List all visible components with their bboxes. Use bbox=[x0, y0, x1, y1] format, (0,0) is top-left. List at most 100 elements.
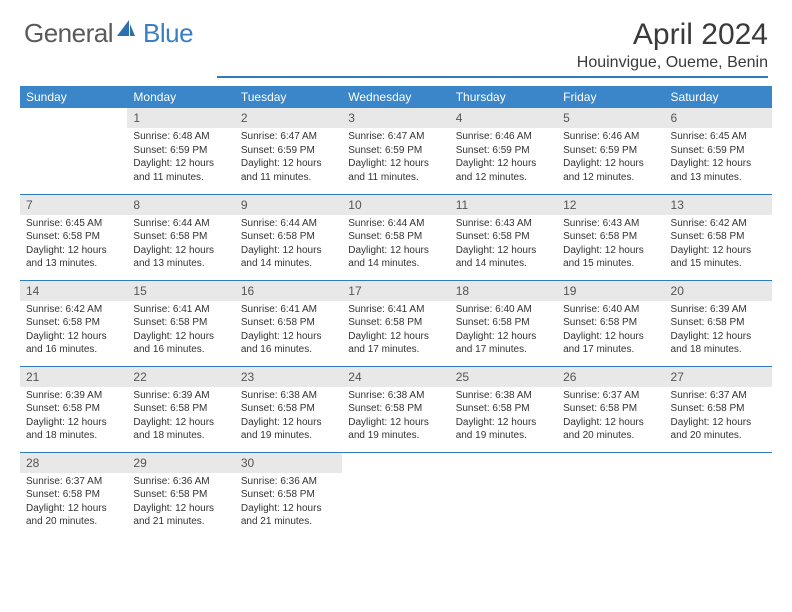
sunset-label: Sunset: bbox=[348, 317, 385, 328]
sunrise-label: Sunrise: bbox=[348, 390, 387, 401]
sunrise-value: 6:43 AM bbox=[495, 218, 532, 229]
day-number: 21 bbox=[20, 367, 127, 387]
sunset-value: 6:58 PM bbox=[170, 489, 207, 500]
sunset-label: Sunset: bbox=[26, 231, 63, 242]
daylight-label: Daylight: bbox=[241, 245, 283, 256]
calendar-day-cell: 20Sunrise: 6:39 AMSunset: 6:58 PMDayligh… bbox=[665, 280, 772, 366]
sunset-label: Sunset: bbox=[133, 231, 170, 242]
sunrise-label: Sunrise: bbox=[241, 390, 280, 401]
sunrise-value: 6:44 AM bbox=[388, 218, 425, 229]
sunrise-label: Sunrise: bbox=[563, 131, 602, 142]
sunset-label: Sunset: bbox=[241, 403, 278, 414]
sunrise-value: 6:36 AM bbox=[173, 476, 210, 487]
sunset-label: Sunset: bbox=[241, 145, 278, 156]
sunrise-label: Sunrise: bbox=[26, 390, 65, 401]
calendar-day-cell: 22Sunrise: 6:39 AMSunset: 6:58 PMDayligh… bbox=[127, 366, 234, 452]
calendar-day-cell: 7Sunrise: 6:45 AMSunset: 6:58 PMDaylight… bbox=[20, 194, 127, 280]
sunset-label: Sunset: bbox=[26, 489, 63, 500]
weekday-header: Tuesday bbox=[235, 86, 342, 108]
calendar-week-row: 7Sunrise: 6:45 AMSunset: 6:58 PMDaylight… bbox=[20, 194, 772, 280]
sunset-value: 6:58 PM bbox=[492, 403, 529, 414]
day-content: Sunrise: 6:38 AMSunset: 6:58 PMDaylight:… bbox=[450, 387, 557, 447]
sunrise-value: 6:47 AM bbox=[388, 131, 425, 142]
day-number: 24 bbox=[342, 367, 449, 387]
sunset-value: 6:58 PM bbox=[492, 231, 529, 242]
sunset-value: 6:59 PM bbox=[385, 145, 422, 156]
sunrise-value: 6:41 AM bbox=[388, 304, 425, 315]
weekday-header-row: Sunday Monday Tuesday Wednesday Thursday… bbox=[20, 86, 772, 108]
daylight-label: Daylight: bbox=[456, 417, 498, 428]
sunrise-label: Sunrise: bbox=[563, 304, 602, 315]
daylight-label: Daylight: bbox=[26, 503, 68, 514]
sunset-value: 6:58 PM bbox=[707, 231, 744, 242]
sunset-value: 6:58 PM bbox=[492, 317, 529, 328]
calendar-day-cell: 24Sunrise: 6:38 AMSunset: 6:58 PMDayligh… bbox=[342, 366, 449, 452]
calendar-table: Sunday Monday Tuesday Wednesday Thursday… bbox=[20, 86, 772, 538]
calendar-day-cell: 14Sunrise: 6:42 AMSunset: 6:58 PMDayligh… bbox=[20, 280, 127, 366]
daylight-label: Daylight: bbox=[671, 245, 713, 256]
day-number: 19 bbox=[557, 281, 664, 301]
calendar-day-cell: 9Sunrise: 6:44 AMSunset: 6:58 PMDaylight… bbox=[235, 194, 342, 280]
day-content: Sunrise: 6:40 AMSunset: 6:58 PMDaylight:… bbox=[557, 301, 664, 361]
day-content: Sunrise: 6:43 AMSunset: 6:58 PMDaylight:… bbox=[557, 215, 664, 275]
day-number: 20 bbox=[665, 281, 772, 301]
sunset-label: Sunset: bbox=[348, 231, 385, 242]
sunset-value: 6:58 PM bbox=[385, 231, 422, 242]
sunset-label: Sunset: bbox=[26, 317, 63, 328]
logo: General Blue bbox=[24, 18, 193, 49]
sunset-value: 6:58 PM bbox=[63, 489, 100, 500]
sunrise-value: 6:47 AM bbox=[280, 131, 317, 142]
calendar-day-cell: 18Sunrise: 6:40 AMSunset: 6:58 PMDayligh… bbox=[450, 280, 557, 366]
day-content: Sunrise: 6:39 AMSunset: 6:58 PMDaylight:… bbox=[665, 301, 772, 361]
logo-text-blue: Blue bbox=[143, 18, 193, 49]
sunset-value: 6:58 PM bbox=[707, 403, 744, 414]
sunrise-label: Sunrise: bbox=[348, 218, 387, 229]
sunrise-value: 6:38 AM bbox=[280, 390, 317, 401]
daylight-label: Daylight: bbox=[241, 158, 283, 169]
day-number: 30 bbox=[235, 453, 342, 473]
day-content: Sunrise: 6:41 AMSunset: 6:58 PMDaylight:… bbox=[127, 301, 234, 361]
day-number: 11 bbox=[450, 195, 557, 215]
daylight-label: Daylight: bbox=[456, 331, 498, 342]
sunrise-label: Sunrise: bbox=[456, 304, 495, 315]
sunrise-value: 6:39 AM bbox=[710, 304, 747, 315]
day-number: 14 bbox=[20, 281, 127, 301]
day-content: Sunrise: 6:38 AMSunset: 6:58 PMDaylight:… bbox=[235, 387, 342, 447]
daylight-label: Daylight: bbox=[133, 245, 175, 256]
calendar-day-cell: 5Sunrise: 6:46 AMSunset: 6:59 PMDaylight… bbox=[557, 108, 664, 194]
sunset-value: 6:59 PM bbox=[278, 145, 315, 156]
page-title: April 2024 bbox=[217, 18, 768, 52]
sunrise-value: 6:39 AM bbox=[173, 390, 210, 401]
calendar-day-cell: 10Sunrise: 6:44 AMSunset: 6:58 PMDayligh… bbox=[342, 194, 449, 280]
calendar-day-cell: 15Sunrise: 6:41 AMSunset: 6:58 PMDayligh… bbox=[127, 280, 234, 366]
daylight-label: Daylight: bbox=[133, 158, 175, 169]
weekday-header: Sunday bbox=[20, 86, 127, 108]
sunset-label: Sunset: bbox=[671, 403, 708, 414]
sunrise-value: 6:45 AM bbox=[65, 218, 102, 229]
day-number: 13 bbox=[665, 195, 772, 215]
sunrise-value: 6:45 AM bbox=[710, 131, 747, 142]
day-number: 10 bbox=[342, 195, 449, 215]
sunset-label: Sunset: bbox=[348, 145, 385, 156]
calendar-day-cell: 29Sunrise: 6:36 AMSunset: 6:58 PMDayligh… bbox=[127, 452, 234, 538]
calendar-week-row: 1Sunrise: 6:48 AMSunset: 6:59 PMDaylight… bbox=[20, 108, 772, 194]
sunrise-value: 6:42 AM bbox=[710, 218, 747, 229]
sunset-value: 6:58 PM bbox=[63, 231, 100, 242]
day-content: Sunrise: 6:41 AMSunset: 6:58 PMDaylight:… bbox=[342, 301, 449, 361]
calendar-day-cell bbox=[557, 452, 664, 538]
sunrise-label: Sunrise: bbox=[671, 304, 710, 315]
location-text: Houinvigue, Oueme, Benin bbox=[217, 54, 768, 78]
calendar-day-cell: 2Sunrise: 6:47 AMSunset: 6:59 PMDaylight… bbox=[235, 108, 342, 194]
day-number: 15 bbox=[127, 281, 234, 301]
sunrise-label: Sunrise: bbox=[133, 304, 172, 315]
calendar-day-cell: 26Sunrise: 6:37 AMSunset: 6:58 PMDayligh… bbox=[557, 366, 664, 452]
sunrise-value: 6:42 AM bbox=[65, 304, 102, 315]
sunrise-value: 6:37 AM bbox=[710, 390, 747, 401]
daylight-label: Daylight: bbox=[133, 331, 175, 342]
sunrise-label: Sunrise: bbox=[671, 390, 710, 401]
sunset-value: 6:58 PM bbox=[278, 403, 315, 414]
sunrise-value: 6:40 AM bbox=[603, 304, 640, 315]
day-number: 18 bbox=[450, 281, 557, 301]
day-number: 1 bbox=[127, 108, 234, 128]
sunset-label: Sunset: bbox=[133, 145, 170, 156]
